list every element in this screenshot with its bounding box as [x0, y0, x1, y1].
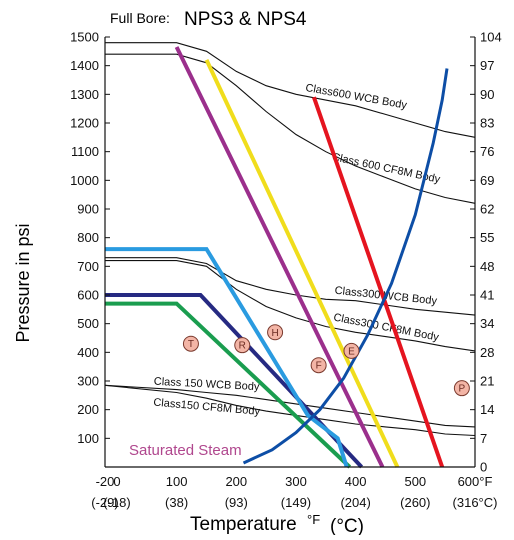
x-axis-unit-c: (°C) [330, 516, 364, 535]
x-tick-label-c: (93) [225, 495, 248, 510]
seat-markers: T R H F E P [182, 324, 470, 397]
right-tick-label: 48 [480, 259, 494, 274]
axis-ticks: 1002003004005006007008009001000110012001… [70, 30, 502, 511]
seat-line-f [105, 247, 349, 468]
seat-rating-lines [105, 46, 445, 469]
axes [104, 37, 476, 468]
left-tick-label: 300 [77, 374, 99, 389]
chart-title-prefix: Full Bore: [110, 10, 170, 26]
marker-h-label: H [271, 328, 278, 339]
class-150-wcb-body-label: Class 150 WCB Body [153, 376, 260, 394]
marker-p-label: P [459, 384, 466, 395]
x-tick-label-c: (38) [165, 495, 188, 510]
x-tick-label-f: 500 [404, 474, 426, 489]
marker-t-label: T [188, 339, 194, 350]
left-tick-label: 900 [77, 202, 99, 217]
right-tick-label: 76 [480, 144, 494, 159]
marker-r-circle [234, 337, 251, 354]
x-axis-unit-f: °F [307, 512, 320, 527]
y-axis-label: Pressure in psi [13, 223, 33, 342]
x-tick-label-f: 100 [166, 474, 188, 489]
x-tick-label-c: (204) [340, 495, 370, 510]
left-tick-label: 600 [77, 288, 99, 303]
marker-f-circle [310, 357, 327, 374]
class150-cf8m-body-label: Class150 CF8M Body [153, 397, 261, 418]
saturated-steam-label: Saturated Steam [129, 442, 242, 459]
left-tick-label: 1000 [70, 173, 99, 188]
right-tick-label: 21 [480, 374, 494, 389]
left-tick-label: 200 [77, 402, 99, 417]
seat-line-h [174, 46, 385, 468]
left-tick-label: 1500 [70, 30, 99, 45]
seat-line-p [312, 96, 445, 468]
left-tick-label: 800 [77, 230, 99, 245]
left-tick-label: 1400 [70, 58, 99, 73]
x-tick-label-f: -20 [96, 474, 115, 489]
right-tick-label: 28 [480, 345, 494, 360]
right-tick-label: 7 [480, 431, 487, 446]
right-tick-label: 14 [480, 402, 494, 417]
left-tick-label: 100 [77, 431, 99, 446]
x-tick-label-f: 600°F [458, 474, 493, 489]
chart-title: NPS3 & NPS4 [184, 9, 307, 30]
right-tick-label: 55 [480, 230, 494, 245]
left-tick-label: 700 [77, 259, 99, 274]
marker-f-label: F [316, 361, 322, 372]
class600-wcb-body-label: Class600 WCB Body [305, 82, 409, 112]
x-tick-label-f: 200 [225, 474, 247, 489]
x-tick-label-c: (149) [281, 495, 311, 510]
saturated-steam-curve [242, 68, 449, 465]
marker-r-label: R [239, 341, 246, 352]
seat-line-e [204, 59, 400, 468]
class600-wcb-body-line [105, 42, 476, 138]
class-150-wcb-body-line [104, 384, 476, 428]
x-tick-label-c: (-18) [103, 495, 130, 510]
right-tick-label: 83 [480, 116, 494, 131]
marker-h-circle [267, 324, 284, 341]
right-tick-label: 104 [480, 30, 502, 45]
seat-line-r [105, 293, 364, 469]
saturated-steam-line [242, 68, 449, 465]
marker-p-circle [453, 380, 470, 397]
x-tick-label-f: 400 [345, 474, 367, 489]
left-tick-label: 400 [77, 345, 99, 360]
seat-line-t [105, 301, 352, 469]
x-axis-label: Temperature [190, 514, 297, 535]
right-tick-label: 97 [480, 58, 494, 73]
right-tick-label: 62 [480, 202, 494, 217]
class300-cf8m-body-label: Class300 CF8M Body [332, 312, 440, 344]
left-tick-label: 500 [77, 316, 99, 331]
right-tick-label: 34 [480, 316, 494, 331]
marker-t-circle [182, 335, 199, 352]
x-tick-label-f: 300 [285, 474, 307, 489]
right-tick-label: 41 [480, 288, 494, 303]
left-tick-label: 1100 [71, 144, 99, 159]
left-tick-label: 1300 [70, 87, 99, 102]
x-tick-label-f: 0 [113, 474, 120, 489]
right-tick-label: 0 [480, 460, 487, 475]
right-tick-label: 90 [480, 87, 494, 102]
marker-e-circle [343, 342, 360, 359]
right-tick-label: 69 [480, 173, 494, 188]
class300-wcb-body-line [105, 257, 476, 316]
left-tick-label: 1200 [70, 116, 99, 131]
x-tick-label-c: (-29) [91, 495, 118, 510]
x-tick-label-c: (316°C) [453, 495, 498, 510]
x-tick-label-c: (260) [400, 495, 430, 510]
marker-e-label: E [348, 346, 355, 357]
